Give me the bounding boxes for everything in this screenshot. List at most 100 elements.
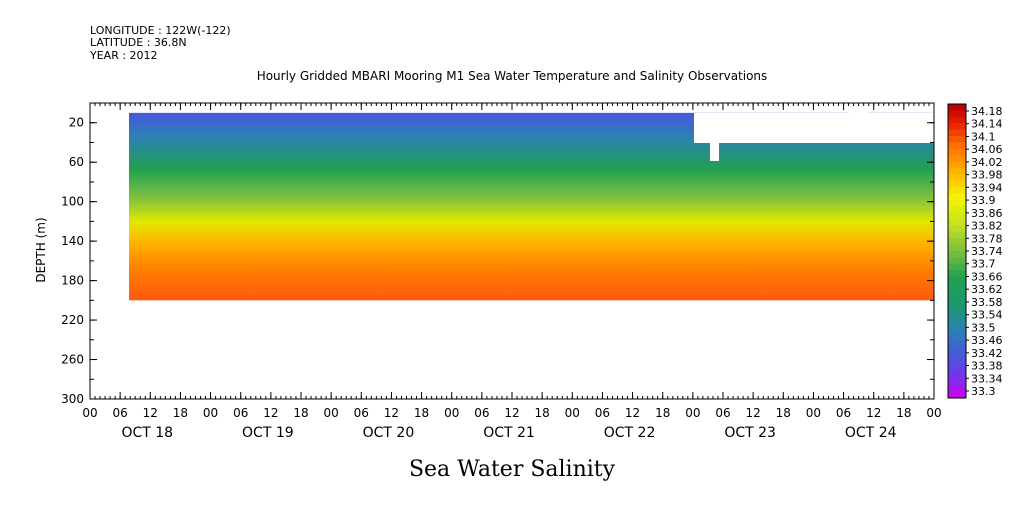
x-tick-label: 06 [595,406,610,420]
colorbar-label: 33.98 [971,169,1003,182]
y-tick-label: 60 [69,155,84,169]
x-tick-label: 06 [354,406,369,420]
colorbar-segment [948,346,966,354]
colorbar-segment [948,340,966,348]
colorbar-segment [948,282,966,290]
colorbar-label: 33.66 [971,270,1003,283]
colorbar-label: 33.5 [971,321,996,334]
colorbar-label: 34.14 [971,118,1003,131]
x-tick-label: 12 [504,406,519,420]
latitude-label: LATITUDE : 36.8N [90,36,187,49]
x-tick-label: 06 [474,406,489,420]
x-tick-label: 06 [233,406,248,420]
colorbar-segment [948,263,966,271]
colorbar-label: 33.38 [971,360,1003,373]
y-tick-label: 260 [61,353,84,367]
colorbar-segment [948,148,966,156]
y-tick-label: 220 [61,313,84,327]
colorbar-label: 33.58 [971,296,1003,309]
colorbar-segment [948,270,966,278]
colorbar-segment [948,378,966,386]
x-tick-label: 06 [836,406,851,420]
colorbar-label: 33.94 [971,181,1003,194]
x-day-label: OCT 23 [724,425,776,441]
x-tick-label: 18 [414,406,429,420]
y-axis-label: DEPTH (m) [34,217,48,282]
x-tick-label: 18 [173,406,188,420]
y-tick-label: 100 [61,195,84,209]
year-label: YEAR : 2012 [89,49,158,62]
gap-region [694,113,934,143]
colorbar-segment [948,193,966,201]
x-tick-label: 06 [113,406,128,420]
x-tick-label: 00 [203,406,218,420]
x-tick-label: 18 [776,406,791,420]
colorbar-segment [948,219,966,226]
y-tick-label: 300 [61,392,84,406]
colorbar-segment [948,155,966,163]
colorbar-segment [948,257,966,265]
x-tick-label: 12 [746,406,761,420]
colorbar-segment [948,353,966,361]
colorbar-segment [948,359,966,367]
colorbar-segment [948,110,966,118]
longitude-label: LONGITUDE : 122W(-122) [90,24,231,37]
colorbar-segment [948,129,966,137]
y-tick-label: 20 [69,116,84,130]
x-tick-label: 18 [896,406,911,420]
colorbar-segment [948,142,966,150]
colorbar-segment [948,289,966,297]
colorbar-segment [948,161,966,169]
colorbar-label: 34.02 [971,156,1003,169]
x-tick-label: 00 [685,406,700,420]
x-tick-label: 18 [293,406,308,420]
x-day-label: OCT 19 [242,425,294,441]
x-tick-label: 00 [565,406,580,420]
x-tick-label: 12 [384,406,399,420]
colorbar-label: 33.46 [971,334,1003,347]
x-day-label: OCT 18 [121,425,173,441]
colorbar-segment [948,308,966,316]
colorbar-segment [948,385,966,393]
gap-region [849,103,867,113]
colorbar-segment [948,244,966,252]
colorbar-segment [948,225,966,233]
colorbar-segment [948,135,966,143]
missing-data-gaps [694,103,934,161]
x-tick-label: 00 [444,406,459,420]
colorbar-label: 33.74 [971,245,1003,258]
x-tick-label: 00 [926,406,941,420]
x-tick-label: 06 [715,406,730,420]
x-tick-label: 12 [143,406,158,420]
colorbar-segment [948,167,966,175]
variable-title: Sea Water Salinity [409,457,616,482]
colorbar-segment [948,206,966,214]
colorbar-label: 33.3 [971,385,996,398]
colorbar-segment [948,302,966,310]
colorbar-segment [948,187,966,194]
chart-title: Hourly Gridded MBARI Mooring M1 Sea Wate… [257,69,768,83]
x-tick-label: 18 [535,406,550,420]
colorbar-label: 33.9 [971,194,996,207]
salinity-field [129,112,934,301]
colorbar-segment [948,199,966,207]
x-day-label: OCT 24 [845,425,897,441]
y-tick-label: 140 [61,234,84,248]
x-day-label: OCT 21 [483,425,535,441]
colorbar-segment [948,334,966,341]
colorbar-segment [948,238,966,246]
colorbar-label: 34.06 [971,143,1003,156]
colorbar-label: 33.62 [971,283,1003,296]
x-tick-label: 12 [866,406,881,420]
x-day-label: OCT 22 [604,425,656,441]
colorbar-label: 33.54 [971,309,1003,322]
colorbar-segment [948,366,966,373]
colorbar-segment [948,327,966,335]
colorbar-label: 33.86 [971,207,1003,220]
colorbar-segment [948,372,966,380]
x-tick-label: 18 [655,406,670,420]
colorbar-label: 34.1 [971,130,996,143]
x-tick-label: 00 [82,406,97,420]
colorbar-label: 33.34 [971,372,1003,385]
